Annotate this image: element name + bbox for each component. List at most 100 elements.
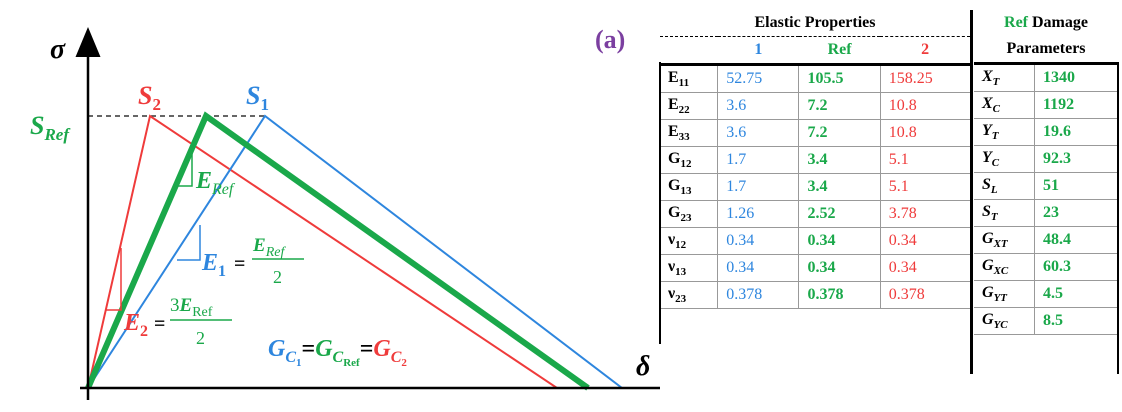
property-name: ν13 <box>660 254 719 282</box>
property-name: ν23 <box>660 281 719 309</box>
damage-title-row: Ref Damage <box>974 10 1118 36</box>
property-name: E22 <box>660 92 719 120</box>
value-ref: 7.2 <box>798 119 881 147</box>
elastic-row: ν23 0.378 0.378 0.378 <box>660 281 970 309</box>
elastic-row: ν12 0.34 0.34 0.34 <box>660 227 970 255</box>
value-set-2: 10.8 <box>888 124 917 141</box>
value-set-2: 3.78 <box>888 205 917 222</box>
value-ref: 0.378 <box>798 281 881 309</box>
stiffness-triangle-1 <box>177 225 201 261</box>
elastic-row: E22 3.6 7.2 10.8 <box>660 92 970 120</box>
damage-parameter-value: 1192 <box>1043 96 1075 113</box>
elastic-properties-table: Elastic Properties 1 Ref 2 E11 52.75 105.5… <box>660 10 970 309</box>
peak-label-sref: SRef <box>30 111 71 144</box>
stiffness-label-1: E1 <box>201 250 226 280</box>
damage-row: YC 92.3 <box>974 145 1118 173</box>
value-set-2: 5.1 <box>888 151 909 168</box>
value-set-2: 10.8 <box>888 97 917 114</box>
value-set-1: 1.26 <box>717 200 800 228</box>
stiffness-label-ref: ERef <box>195 168 236 198</box>
elastic-row: E11 52.75 105.5 158.25 <box>660 64 970 93</box>
stiffness-triangle-2 <box>105 248 122 311</box>
curve-set-2 <box>87 114 558 389</box>
damage-parameter-value: 60.3 <box>1043 258 1071 275</box>
value-set-2: 158.25 <box>888 70 933 87</box>
elastic-row: G13 1.7 3.4 5.1 <box>660 173 970 201</box>
damage-table-title: Ref Damage <box>1004 14 1088 31</box>
table-divider <box>970 10 973 374</box>
damage-parameter-name: XC <box>974 91 1035 119</box>
stiffness-triangle-ref <box>178 153 193 187</box>
elastic-row: E33 3.6 7.2 10.8 <box>660 119 970 147</box>
elastic-table-title: Elastic Properties <box>754 14 876 31</box>
stiffness-label-2: E2 <box>123 310 148 340</box>
property-name: E11 <box>660 64 719 93</box>
damage-parameter-name: YC <box>974 145 1035 173</box>
panel-label: (a) <box>595 25 625 54</box>
stiffness-num-2: 3ERef <box>170 295 213 320</box>
damage-parameter-name: GYC <box>974 307 1035 335</box>
elastic-table-left-border <box>659 62 661 344</box>
damage-parameter-value: 92.3 <box>1043 150 1071 167</box>
column-header-set-1: 1 <box>754 41 763 58</box>
stiffness-eq-1: = <box>234 253 245 275</box>
stiffness-num-1: ERef <box>252 235 286 260</box>
property-name: ν12 <box>660 227 719 255</box>
value-set-2: 0.34 <box>888 232 917 249</box>
value-set-1: 52.75 <box>717 64 800 93</box>
damage-row: GXC 60.3 <box>974 253 1118 281</box>
value-ref: 7.2 <box>798 92 881 120</box>
damage-title-row-2: Parameters <box>974 36 1118 64</box>
value-set-2: 0.34 <box>888 259 917 276</box>
property-name: E33 <box>660 119 719 147</box>
peak-label-s1: S1 <box>246 81 269 114</box>
property-name: G23 <box>660 200 719 228</box>
damage-parameter-value: 1340 <box>1043 69 1075 86</box>
elastic-row: ν13 0.34 0.34 0.34 <box>660 254 970 282</box>
elastic-row: G12 1.7 3.4 5.1 <box>660 146 970 174</box>
x-axis-symbol: δ <box>636 351 650 382</box>
curve-set-1 <box>87 114 623 389</box>
column-header-set-2: 2 <box>921 41 930 58</box>
value-set-1: 3.6 <box>717 119 800 147</box>
value-set-1: 0.34 <box>717 227 800 255</box>
value-ref: 3.4 <box>798 173 881 201</box>
damage-row: GYC 8.5 <box>974 307 1118 335</box>
value-ref: 2.52 <box>798 200 881 228</box>
damage-parameter-value: 4.5 <box>1043 285 1063 302</box>
y-axis-symbol: σ <box>50 34 66 65</box>
elastic-title-row: Elastic Properties <box>660 10 970 37</box>
damage-row: YT 19.6 <box>974 118 1118 146</box>
damage-parameter-value: 19.6 <box>1043 123 1071 140</box>
peak-label-s2: S2 <box>138 81 161 114</box>
damage-row: GYT 4.5 <box>974 280 1118 308</box>
damage-parameter-value: 23 <box>1043 204 1059 221</box>
property-name: G13 <box>660 173 719 201</box>
value-set-1: 1.7 <box>717 173 800 201</box>
traction-separation-diagram: σ δ (a) S2 S1 SRef ERef E1 = ERef 2 E2 =… <box>30 25 660 400</box>
curve-ref <box>85 111 590 391</box>
damage-row: GXT 48.4 <box>974 226 1118 254</box>
damage-parameter-name: GXC <box>974 253 1035 281</box>
value-ref: 0.34 <box>798 227 881 255</box>
stiffness-eq-2: = <box>154 313 165 335</box>
damage-table-title-line2: Parameters <box>1006 40 1086 57</box>
damage-parameter-name: GXT <box>974 226 1035 254</box>
damage-parameter-name: GYT <box>974 280 1035 308</box>
value-set-2: 0.378 <box>888 286 925 303</box>
damage-parameter-value: 48.4 <box>1043 231 1071 248</box>
column-header-ref: Ref <box>827 41 852 58</box>
stiffness-den-1: 2 <box>273 267 282 287</box>
elastic-column-header-row: 1 Ref 2 <box>660 36 970 65</box>
damage-table-right-border <box>1117 62 1119 374</box>
value-set-1: 0.34 <box>717 254 800 282</box>
damage-row: SL 51 <box>974 172 1118 200</box>
value-ref: 3.4 <box>798 146 881 174</box>
property-name: G12 <box>660 146 719 174</box>
damage-parameter-name: YT <box>974 118 1035 146</box>
stiffness-den-2: 2 <box>196 328 205 348</box>
value-set-1: 3.6 <box>717 92 800 120</box>
damage-row: ST 23 <box>974 199 1118 227</box>
value-ref: 105.5 <box>798 64 881 93</box>
